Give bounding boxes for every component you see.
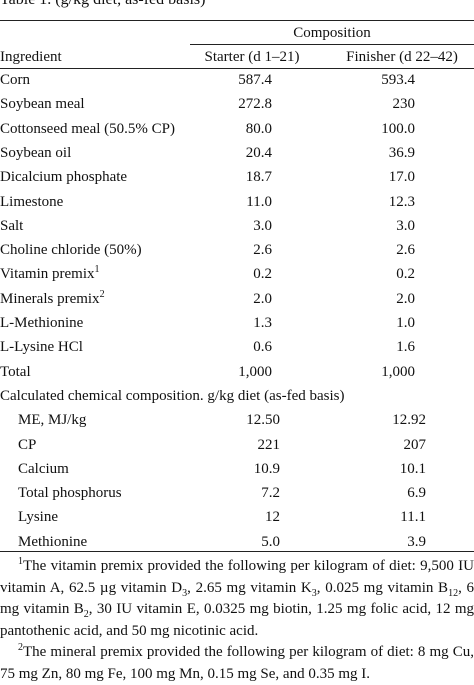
item: Calcium [18, 460, 69, 477]
starter-value: 5.0 [261, 533, 280, 550]
ingredient: L-Lysine HCl [0, 339, 83, 356]
caption: Table 1. (g/kg diet, as-fed basis) [0, 0, 205, 9]
footnote: 1The vitamin premix provided the followi… [0, 556, 474, 642]
starter-value: 1,000 [238, 363, 272, 380]
ingredient: Vitamin premix1 [0, 264, 100, 283]
finisher-value: 100.0 [381, 120, 415, 137]
starter-value: 1.3 [253, 315, 272, 331]
ingredient: Cottonseed meal (50.5% CP) [0, 120, 175, 137]
subscript: 2 [83, 609, 89, 620]
header: Ingredient [0, 49, 62, 65]
header: Finisher (d 22–42) [346, 49, 458, 65]
starter-value: 10.9 [253, 460, 280, 477]
finisher-value: 17.0 [388, 169, 415, 186]
starter-value: 12 [265, 509, 280, 526]
starter-value: 80.0 [245, 120, 272, 137]
ingredient: Minerals premix2 [0, 288, 105, 307]
subscript: 3 [182, 587, 188, 599]
starter-value: 3.0 [253, 217, 272, 234]
finisher-value: 593.4 [381, 72, 415, 88]
finisher-value: 207 [403, 436, 427, 453]
item: Total phosphorus [18, 485, 122, 502]
header: Starter (d 1–21) [204, 49, 300, 65]
subscript: 12 [448, 587, 459, 599]
item: ME, MJ/kg [18, 412, 87, 429]
ingredient: Dicalcium phosphate [0, 169, 128, 186]
starter-value: 0.2 [253, 266, 272, 283]
starter-value: 18.7 [245, 169, 272, 186]
finisher-value: 3.0 [396, 217, 415, 234]
finisher-value: 12.3 [388, 193, 415, 210]
finisher-value: 11.1 [400, 509, 426, 526]
starter-value: 2.0 [253, 290, 272, 307]
ingredient: Total [0, 363, 31, 380]
finisher-value: 12.92 [392, 412, 426, 429]
footnote-text: , 6 mg vitamin B [0, 579, 474, 618]
footnote-text: , 30 IU vitamin E, 0.0325 mg biotin, 1.2… [0, 601, 474, 639]
item: Methionine [18, 533, 88, 550]
rule [190, 44, 474, 45]
finisher-value: 36.9 [388, 144, 415, 161]
footnote-text: , 0.025 mg vitamin B [316, 579, 449, 596]
starter-value: 0.6 [253, 339, 272, 356]
ingredient: L-Methionine [0, 315, 84, 331]
ingredient: Limestone [0, 193, 64, 210]
ingredient: Corn [0, 72, 30, 88]
subscript: 3 [311, 587, 317, 599]
starter-value: 272.8 [238, 96, 272, 113]
ingredient: Soybean meal [0, 96, 85, 113]
rule [0, 20, 474, 21]
footnote-mark: 1 [94, 264, 100, 276]
rule [0, 68, 474, 69]
starter-value: 11.0 [246, 193, 272, 210]
item: CP [18, 436, 37, 453]
starter-value: 12.50 [246, 412, 280, 429]
starter-value: 221 [257, 436, 281, 453]
footnote-mark: 2 [99, 288, 105, 300]
rule [0, 551, 474, 552]
starter-value: 2.6 [253, 242, 272, 259]
finisher-value: 2.0 [396, 290, 415, 307]
starter-value: 7.2 [261, 485, 280, 502]
footnote-mark: 1 [18, 556, 23, 567]
footnote-text: The mineral premix provided the followin… [0, 644, 474, 682]
finisher-value: 230 [392, 96, 416, 113]
finisher-value: 1,000 [381, 363, 415, 380]
section-label: Calculated chemical composition. g/kg di… [0, 387, 345, 404]
starter-value: 20.4 [245, 144, 272, 161]
ingredient: Choline chloride (50%) [0, 242, 142, 259]
footnote-text: , 2.65 mg vitamin K [187, 579, 312, 596]
finisher-value: 1.6 [396, 339, 415, 356]
ingredient: Salt [0, 217, 24, 234]
footnote-mark: 2 [18, 642, 23, 653]
ingredient: Soybean oil [0, 144, 72, 161]
finisher-value: 2.6 [396, 242, 415, 259]
starter-value: 587.4 [238, 72, 272, 88]
finisher-value: 6.9 [407, 485, 426, 502]
footnote-text: The vitamin premix provided the followin… [0, 558, 474, 596]
finisher-value: 3.9 [407, 533, 426, 550]
item: Lysine [18, 509, 58, 526]
group-header: Composition [293, 25, 371, 41]
finisher-value: 10.1 [399, 460, 426, 477]
finisher-value: 0.2 [396, 266, 415, 283]
footnote: 2The mineral premix provided the followi… [0, 642, 474, 685]
finisher-value: 1.0 [396, 315, 415, 331]
